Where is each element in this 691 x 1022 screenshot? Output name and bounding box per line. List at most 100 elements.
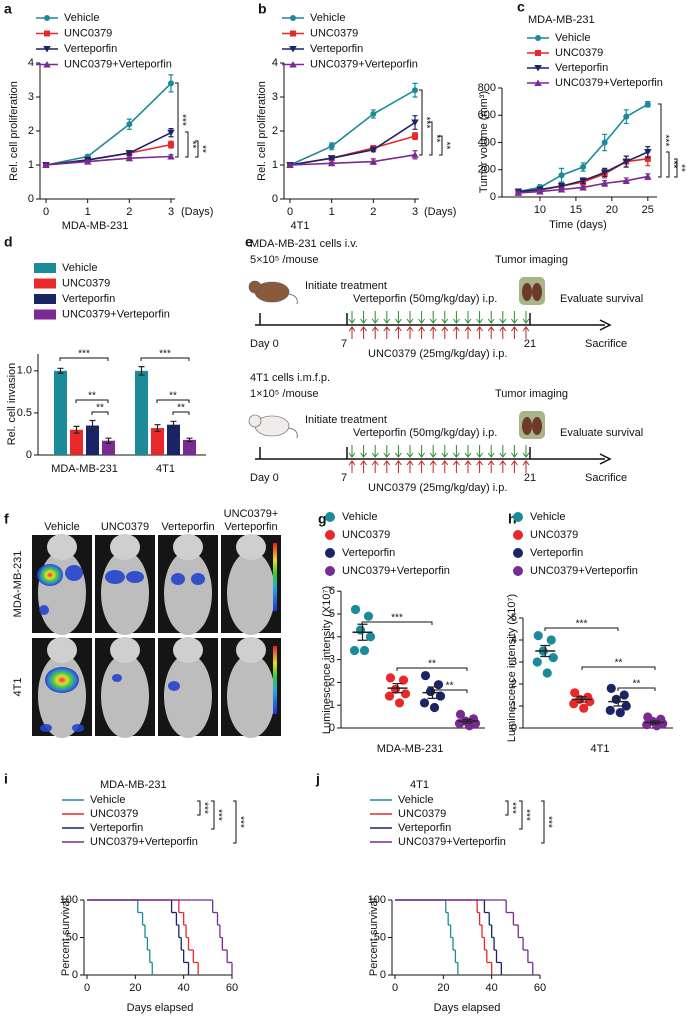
bar (54, 370, 67, 455)
dot (455, 709, 466, 719)
dot (533, 631, 543, 641)
sig-bracket (75, 399, 109, 403)
y-tick-label: 3 (511, 656, 517, 668)
x-tick-label: 1 (85, 206, 91, 218)
legend-label: UNC0379 (555, 47, 603, 59)
legend-marker (290, 15, 296, 21)
sig-bracket (541, 800, 545, 844)
marker (600, 179, 609, 187)
column-label: Vehicle (44, 521, 79, 533)
x-axis-unit: (Days) (181, 206, 213, 218)
dose-arrow (429, 311, 437, 324)
marker (168, 141, 174, 148)
panel-label: b (258, 1, 267, 17)
x-tick-label: 4T1 (156, 463, 175, 475)
legend-marker (325, 566, 335, 576)
dose-arrow (360, 311, 367, 324)
y-axis-label: Percent survival (368, 898, 380, 976)
dot (349, 645, 360, 656)
dot (435, 691, 446, 701)
dose-arrow (429, 460, 437, 473)
legend-label: Vehicle (398, 794, 433, 806)
dose-arrow (441, 326, 449, 339)
x-tick-label: 40 (178, 982, 190, 994)
legend-label: UNC0379 (64, 27, 112, 39)
dose-arrow (499, 311, 507, 324)
dose-arrow (348, 460, 356, 473)
mouse-icon (248, 414, 262, 428)
dose-arrow (429, 326, 437, 339)
legend-label: Verteporfin (64, 43, 117, 55)
dose-arrow (418, 326, 425, 339)
x-tick-label: 2 (370, 206, 376, 218)
sig-bracket (658, 103, 662, 178)
dose-arrow (453, 460, 460, 473)
marker (579, 184, 587, 191)
mouse-body (101, 551, 149, 635)
legend-label: Vehicle (555, 32, 590, 44)
dose-arrow (348, 326, 356, 339)
x-tick-label: 20 (606, 204, 618, 216)
dose-arrow (487, 445, 495, 458)
dose-arrow (406, 445, 414, 458)
y-tick-label: 600 (478, 109, 496, 121)
mouse-head (173, 534, 203, 560)
dose-arrow (499, 445, 507, 458)
dose-arrow (487, 460, 495, 473)
dose-arrow (476, 311, 483, 324)
dose-arrow (511, 311, 518, 324)
sig-label: *** (176, 114, 187, 126)
sig-bracket (617, 687, 656, 691)
dot (569, 699, 579, 709)
dot (542, 668, 552, 678)
x-axis-label: Time (days) (549, 219, 607, 231)
x-tick-label: 0 (43, 206, 49, 218)
y-tick-label: 5 (511, 612, 517, 624)
error-bar (462, 718, 473, 724)
y-tick-label: 4 (329, 631, 335, 643)
marker (167, 153, 175, 160)
sig-bracket (505, 800, 509, 816)
error-bar (170, 420, 177, 429)
dot (619, 690, 629, 700)
sig-label: ** (615, 658, 623, 669)
bar (70, 429, 83, 455)
dot (350, 604, 361, 615)
dose-arrow (464, 311, 472, 324)
marker (327, 159, 336, 167)
panel-label: e (245, 234, 253, 250)
dot (359, 645, 370, 656)
legend-swatch (34, 309, 56, 320)
line (45, 155, 172, 166)
sig-label: ** (96, 403, 104, 414)
signal (40, 724, 52, 732)
marker (42, 161, 50, 168)
y-tick-label: 0 (490, 191, 496, 203)
error-bar (73, 425, 80, 434)
sig-bracket (519, 800, 523, 830)
x-tick-label: 40 (486, 982, 498, 994)
row-label: MDA-MB-231 (12, 551, 24, 618)
sig-label: ** (169, 391, 177, 402)
dose-arrow (464, 326, 472, 339)
panel-label: c (517, 0, 525, 15)
legend-label: Verteporfin (310, 43, 363, 55)
legend-marker (290, 30, 296, 37)
y-axis-label: Percent survival (60, 898, 72, 976)
legend-label: Verteporfin (530, 547, 583, 559)
marker (412, 87, 418, 94)
signal (191, 573, 205, 585)
diagram-text: 5×10⁵ /mouse (250, 254, 318, 266)
legend-label: Vehicle (64, 12, 99, 24)
x-tick-label: 10 (534, 204, 546, 216)
marker (327, 155, 336, 162)
colorbar (273, 646, 277, 714)
dot (548, 653, 558, 663)
timeline-arrow (599, 319, 612, 331)
x-tick-label: 60 (534, 982, 546, 994)
legend-label: UNC0379 (310, 27, 358, 39)
sig-bracket (361, 621, 433, 625)
mouse-body (38, 551, 86, 635)
sig-label: *** (234, 816, 245, 828)
